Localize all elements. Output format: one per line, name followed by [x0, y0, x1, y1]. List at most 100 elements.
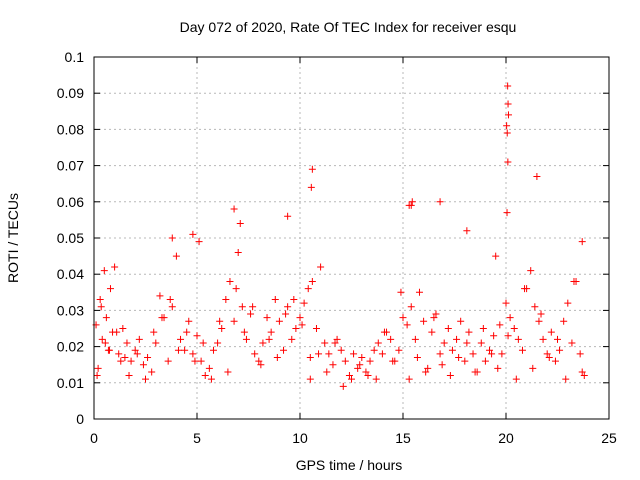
data-point: [578, 368, 586, 376]
data-point: [446, 372, 454, 380]
data-point: [356, 361, 364, 369]
data-point: [306, 353, 314, 361]
data-point: [503, 209, 511, 217]
data-point: [284, 212, 292, 220]
data-point: [488, 350, 496, 358]
data-point: [397, 288, 405, 296]
data-point: [135, 335, 143, 343]
data-point: [570, 277, 578, 285]
data-point: [399, 314, 407, 322]
data-point: [242, 335, 250, 343]
data-point: [195, 238, 203, 246]
data-point: [111, 263, 119, 271]
data-point: [189, 350, 197, 358]
x-tick-label: 25: [601, 430, 617, 446]
data-point: [350, 350, 358, 358]
x-tick-label: 10: [292, 430, 308, 446]
data-point: [156, 292, 164, 300]
data-point: [463, 227, 471, 235]
data-point: [189, 230, 197, 238]
data-point: [358, 353, 366, 361]
data-point: [364, 372, 372, 380]
data-point: [465, 328, 473, 336]
data-point: [539, 335, 547, 343]
x-tick-labels: 0 5 10 15 20 25: [90, 430, 617, 446]
data-point: [304, 285, 312, 293]
data-point: [308, 277, 316, 285]
data-point: [503, 129, 511, 137]
data-point: [415, 288, 423, 296]
data-point: [440, 339, 448, 347]
data-point: [430, 314, 438, 322]
data-point: [521, 285, 529, 293]
data-point: [498, 350, 506, 358]
data-point: [275, 317, 283, 325]
data-point: [479, 325, 487, 332]
data-point: [378, 350, 386, 358]
data-point: [125, 372, 133, 380]
data-point: [284, 303, 292, 311]
data-point: [494, 364, 502, 372]
data-point: [247, 310, 255, 318]
data-point: [94, 364, 102, 372]
data-point: [249, 303, 257, 311]
data-point: [424, 364, 432, 372]
data-point: [370, 346, 378, 354]
data-point: [315, 350, 323, 358]
data-point: [238, 303, 246, 311]
data-point: [372, 375, 380, 383]
data-point: [259, 339, 267, 347]
data-point: [300, 299, 308, 307]
y-tick-label: 0.06: [57, 194, 84, 210]
data-point: [321, 339, 329, 347]
y-tick-label: 0.03: [57, 302, 84, 318]
data-point: [407, 303, 415, 311]
data-point: [504, 332, 512, 340]
data-point: [100, 267, 108, 275]
data-point: [331, 339, 339, 347]
data-point: [578, 238, 586, 246]
data-point: [527, 267, 535, 275]
y-tick-label: 0.02: [57, 339, 84, 355]
y-tick-label: 0.09: [57, 85, 84, 101]
data-point: [201, 372, 209, 380]
data-point: [387, 335, 395, 343]
x-axis-label: GPS time / hours: [296, 457, 403, 473]
data-point: [119, 325, 127, 332]
data-point: [121, 353, 129, 361]
data-point: [502, 299, 510, 307]
data-point: [411, 335, 419, 343]
data-point: [366, 357, 374, 365]
data-point: [531, 303, 539, 311]
data-point: [166, 296, 174, 304]
data-point: [117, 357, 125, 365]
data-point: [354, 364, 362, 372]
data-point: [543, 350, 551, 358]
data-point: [580, 372, 588, 380]
data-point: [234, 248, 242, 256]
data-point: [282, 310, 290, 318]
data-point: [207, 375, 215, 383]
data-point: [537, 310, 545, 318]
data-point: [481, 357, 489, 365]
y-tick-label: 0.04: [57, 266, 84, 282]
data-point: [183, 328, 191, 336]
data-point: [325, 350, 333, 358]
data-point: [518, 346, 526, 354]
data-point: [205, 364, 213, 372]
data-point: [216, 317, 224, 325]
data-point: [428, 328, 436, 336]
data-point: [271, 296, 279, 304]
data-point: [185, 317, 193, 325]
data-point: [408, 198, 416, 206]
data-point: [457, 317, 465, 325]
data-point: [576, 350, 584, 358]
data-point: [477, 339, 485, 347]
data-point: [257, 361, 265, 369]
data-point: [535, 317, 543, 325]
data-point: [407, 201, 415, 209]
data-point: [514, 335, 522, 343]
data-point: [403, 321, 411, 329]
data-point: [101, 339, 109, 347]
data-point: [142, 375, 149, 383]
